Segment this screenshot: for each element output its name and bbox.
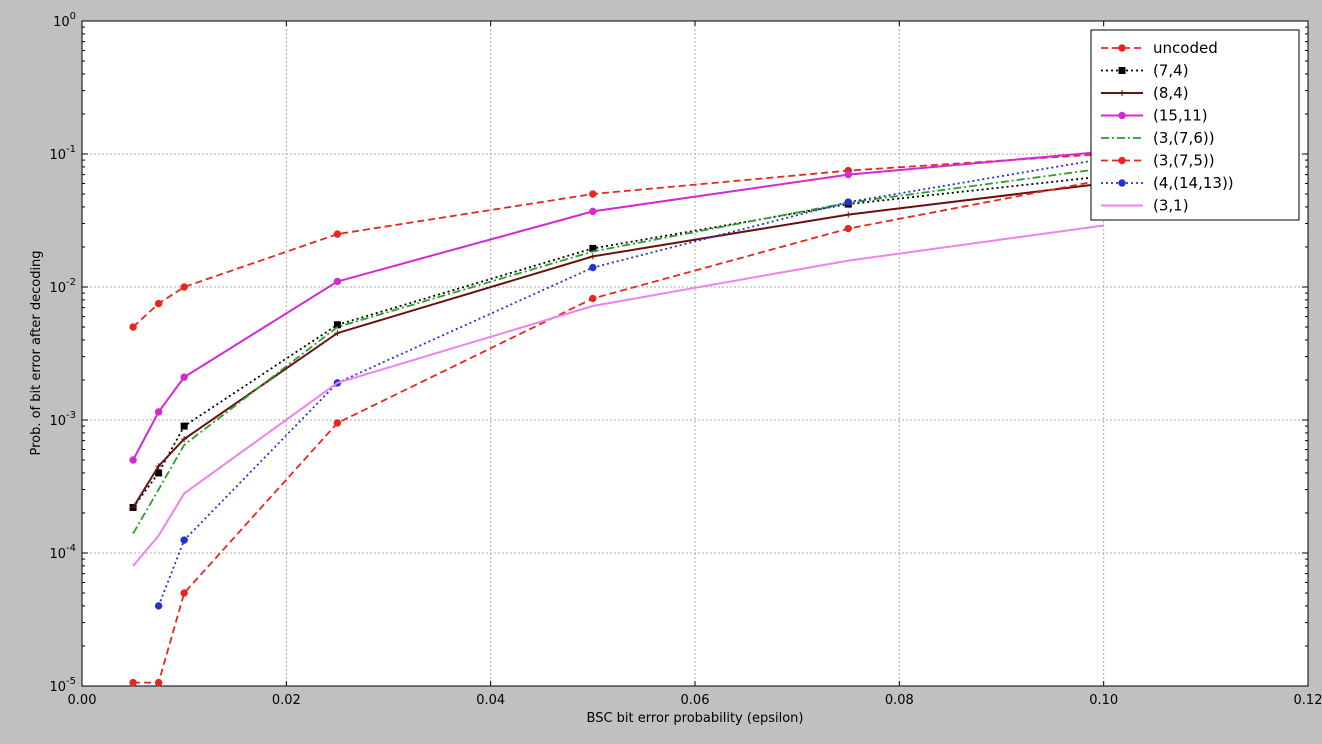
y-axis-label: Prob. of bit error after decoding (29, 250, 44, 455)
legend-swatch-marker (1118, 67, 1126, 74)
data-point (154, 299, 163, 308)
x-tick-label: 0.10 (1089, 693, 1118, 708)
data-point (844, 224, 852, 233)
data-point (333, 419, 342, 427)
x-tick-label: 0.04 (476, 693, 505, 708)
data-point (589, 294, 597, 303)
data-point (845, 211, 852, 218)
data-point (589, 244, 597, 252)
data-point (333, 277, 342, 286)
legend-entry: (3,(7,5)) (1101, 152, 1215, 170)
data-point (180, 589, 188, 597)
x-tick-label: 0.08 (885, 693, 914, 708)
data-point (334, 330, 341, 337)
legend-entry: (3,1) (1101, 197, 1189, 215)
data-point (589, 253, 596, 260)
data-point (589, 207, 597, 216)
legend-entry: (15,11) (1101, 107, 1208, 125)
series-line (132, 224, 1104, 567)
y-tick-label: 100 (53, 11, 76, 30)
y-tick-label: 10-2 (49, 277, 76, 296)
data-point (589, 190, 597, 198)
legend-label: (3,(7,6)) (1153, 129, 1215, 147)
data-point (180, 283, 188, 291)
data-point (844, 198, 852, 206)
legend-swatch-marker (1118, 111, 1126, 120)
legend-entry: uncoded (1101, 39, 1218, 57)
legend: uncoded (7,4) (8,4) (15,11) (3,(7,6)) (3,(7,5… (1090, 29, 1300, 221)
legend-label: (3,1) (1153, 197, 1189, 215)
legend-entry: (8,4) (1101, 84, 1189, 102)
legend-label: uncoded (1153, 39, 1218, 57)
data-point (333, 230, 342, 238)
legend-entry: (3,(7,6)) (1101, 129, 1215, 147)
data-point (844, 170, 852, 179)
legend-swatch-marker (1118, 179, 1126, 187)
data-point (180, 373, 188, 381)
series-7 (132, 224, 1104, 567)
data-point (129, 678, 137, 687)
series-layer (129, 147, 1108, 687)
data-point (130, 504, 137, 511)
data-point (155, 469, 163, 477)
legend-entry: (7,4) (1101, 62, 1189, 80)
data-point (155, 463, 162, 470)
data-point (129, 323, 137, 331)
data-point (181, 435, 188, 442)
data-point (154, 408, 163, 416)
legend-entry: (4,(14,13)) (1101, 174, 1234, 192)
legend-box (1090, 29, 1300, 221)
legend-label: (15,11) (1153, 107, 1208, 125)
legend-label: (4,(14,13)) (1153, 174, 1234, 192)
x-tick-label: 0.00 (68, 693, 97, 708)
x-tick-label: 0.12 (1294, 693, 1322, 708)
series-2 (130, 180, 1107, 511)
data-point (180, 422, 188, 430)
series-line (157, 157, 1104, 607)
y-tick-label: 10-3 (49, 410, 76, 429)
x-tick-label: 0.02 (272, 693, 301, 708)
legend-swatch-marker (1118, 156, 1126, 165)
legend-swatch-marker (1119, 90, 1125, 96)
axis-layer: 0.00 0.02 0.04 0.06 0.08 0.10 0.1210-510-410-3… (49, 11, 1322, 708)
legend-swatch-marker (1118, 44, 1126, 52)
legend-label: (3,(7,5)) (1153, 152, 1215, 170)
data-point (154, 678, 163, 687)
data-point (589, 263, 597, 272)
y-tick-label: 10-1 (49, 144, 76, 163)
legend-label: (7,4) (1153, 62, 1189, 80)
y-tick-label: 10-4 (49, 543, 76, 562)
legend-label: (8,4) (1153, 84, 1189, 102)
data-point (180, 536, 188, 544)
data-point (129, 456, 137, 464)
x-tick-label: 0.06 (681, 693, 710, 708)
data-point (154, 602, 163, 610)
x-axis-label: BSC bit error probability (epsilon) (587, 711, 804, 726)
data-point (333, 321, 341, 329)
